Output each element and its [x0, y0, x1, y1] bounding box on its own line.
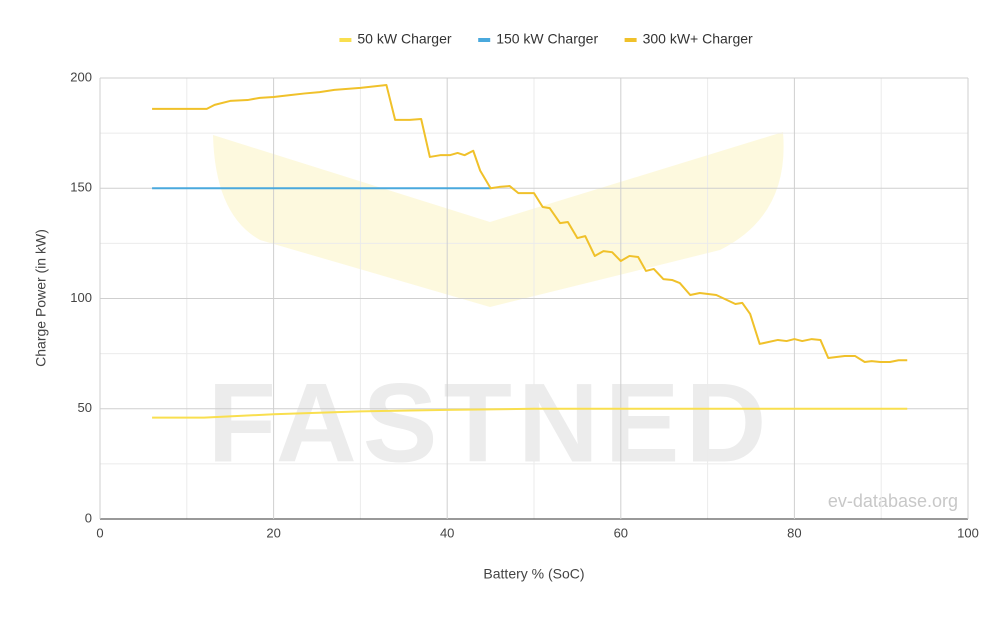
- x-tick-label: 20: [266, 525, 280, 540]
- y-tick-label: 0: [85, 510, 92, 525]
- x-tick-label: 60: [614, 525, 628, 540]
- legend: 50 kW Charger 150 kW Charger 300 kW+ Charg…: [339, 31, 753, 47]
- y-tick-label: 50: [78, 400, 92, 415]
- x-axis-label: Battery % (SoC): [483, 566, 584, 582]
- legend-text: 50 kW Charger: [357, 31, 451, 47]
- y-tick-label: 150: [70, 180, 92, 195]
- y-tick-label: 200: [70, 69, 92, 84]
- legend-text: 150 kW Charger: [496, 31, 598, 47]
- watermark-shape: [213, 132, 784, 307]
- x-tick-label: 0: [96, 525, 103, 540]
- y-axis-label: Charge Power (in kW): [33, 229, 49, 367]
- x-tick-label: 40: [440, 525, 454, 540]
- x-tick-label: 80: [787, 525, 801, 540]
- series-line: [152, 407, 908, 419]
- series-line: [152, 84, 908, 364]
- source: ev-database.org: [828, 491, 958, 511]
- legend-text: 300 kW+ Charger: [643, 31, 753, 47]
- lines: [152, 84, 908, 419]
- y-tick-label: 100: [70, 290, 92, 305]
- x-tick-label: 100: [957, 525, 979, 540]
- watermark: FASTNED: [208, 361, 773, 486]
- labels: Battery % (SoC) Charge Power (in kW): [33, 229, 585, 582]
